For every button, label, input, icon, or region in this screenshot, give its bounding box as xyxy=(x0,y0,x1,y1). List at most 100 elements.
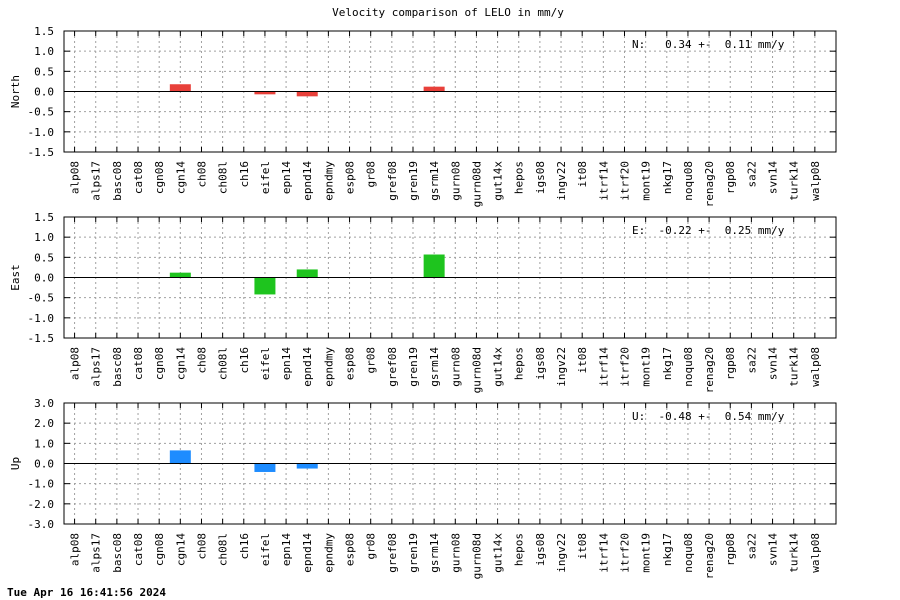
bar-epnd14 xyxy=(296,269,318,278)
bar-epnd14 xyxy=(296,463,318,469)
category-label: nkg17 xyxy=(661,161,674,194)
category-label: renag20 xyxy=(703,161,716,207)
category-label: esp08 xyxy=(344,161,357,194)
y-tick-label: -3.0 xyxy=(28,518,55,531)
plot-frame xyxy=(63,30,837,153)
category-label: ch08 xyxy=(195,347,208,374)
category-label: itrf14 xyxy=(597,161,610,201)
category-label: epn14 xyxy=(280,347,293,380)
bar-eifel xyxy=(254,463,276,472)
y-axis-label: East xyxy=(9,264,22,291)
category-label: svn14 xyxy=(767,161,780,194)
category-label: mont19 xyxy=(640,533,653,573)
category-label: ingv22 xyxy=(555,347,568,387)
category-label: epn14 xyxy=(280,161,293,194)
bar-gsrm14 xyxy=(423,86,445,92)
y-tick-label: 0.0 xyxy=(34,458,54,471)
bar-eifel xyxy=(254,91,276,95)
category-label: rgp08 xyxy=(724,161,737,194)
y-tick-label: -1.5 xyxy=(28,332,55,345)
category-label: itrf20 xyxy=(618,347,631,387)
category-label: renag20 xyxy=(703,533,716,579)
category-label: ch08l xyxy=(217,533,230,566)
y-tick-label: 0.0 xyxy=(34,272,54,285)
timestamp: Tue Apr 16 16:41:56 2024 xyxy=(7,586,166,599)
bar-epnd14 xyxy=(296,91,318,97)
category-label: noqu08 xyxy=(682,533,695,573)
category-label: eifel xyxy=(259,533,272,566)
category-label: gren19 xyxy=(407,161,420,201)
category-label: gurn08d xyxy=(470,533,483,579)
category-label: epndmy xyxy=(322,533,335,573)
category-label: gut14x xyxy=(492,347,505,387)
category-label: epndmy xyxy=(322,347,335,387)
category-label: svn14 xyxy=(767,347,780,380)
category-label: gren19 xyxy=(407,533,420,573)
category-label: cgn08 xyxy=(153,161,166,194)
category-label: hepos xyxy=(513,161,526,194)
stat-annotation: U: -0.48 +- 0.54 mm/y xyxy=(632,410,785,423)
plot-frame xyxy=(63,402,837,525)
category-label: renag20 xyxy=(703,347,716,393)
y-tick-label: 1.0 xyxy=(34,45,54,58)
y-axis-label: Up xyxy=(9,457,22,470)
category-label: it08 xyxy=(576,161,589,188)
category-label: nkg17 xyxy=(661,347,674,380)
category-label: igs08 xyxy=(534,161,547,194)
category-label: gsrm14 xyxy=(428,347,441,387)
y-tick-label: -1.0 xyxy=(28,478,55,491)
stat-annotation: E: -0.22 +- 0.25 mm/y xyxy=(632,224,785,237)
category-label: noqu08 xyxy=(682,347,695,387)
bar-eifel xyxy=(254,277,276,295)
category-label: gr08 xyxy=(365,161,378,188)
category-label: ch16 xyxy=(238,533,251,560)
category-label: alps17 xyxy=(90,347,103,387)
category-label: walp08 xyxy=(809,347,822,387)
category-label: ch08l xyxy=(217,161,230,194)
category-label: walp08 xyxy=(809,533,822,573)
category-label: gr08 xyxy=(365,533,378,560)
category-label: gren19 xyxy=(407,347,420,387)
category-label: gurn08d xyxy=(470,161,483,207)
y-tick-label: 0.5 xyxy=(34,65,54,78)
category-label: mont19 xyxy=(640,347,653,387)
category-label: gurn08 xyxy=(449,347,462,387)
plot-frame xyxy=(63,216,837,339)
category-label: nkg17 xyxy=(661,533,674,566)
category-label: sa22 xyxy=(745,161,758,188)
category-label: epndmy xyxy=(322,161,335,201)
y-tick-label: 3.0 xyxy=(34,397,54,410)
category-label: epnd14 xyxy=(301,347,314,387)
category-label: epnd14 xyxy=(301,161,314,201)
category-label: epnd14 xyxy=(301,533,314,573)
category-label: cat08 xyxy=(132,347,145,380)
category-label: ch08 xyxy=(195,161,208,188)
panel-up: 3.0 2.0 1.0 0.0 -1.0 -2.0 -3.0 alp08 alps17 basc0… xyxy=(9,397,837,579)
y-tick-label: 1.0 xyxy=(34,437,54,450)
y-tick-label: -2.0 xyxy=(28,498,55,511)
bar-cgn14 xyxy=(169,450,191,464)
category-label: itrf20 xyxy=(618,533,631,573)
category-label: eifel xyxy=(259,161,272,194)
category-label: walp08 xyxy=(809,161,822,201)
category-label: gut14x xyxy=(492,161,505,201)
category-label: eifel xyxy=(259,347,272,380)
category-label: cgn14 xyxy=(174,161,187,194)
category-label: gsrm14 xyxy=(428,161,441,201)
category-label: turk14 xyxy=(788,533,801,573)
category-label: gurn08d xyxy=(470,347,483,393)
category-label: cgn08 xyxy=(153,533,166,566)
y-tick-label: -1.0 xyxy=(28,312,55,325)
category-label: basc08 xyxy=(111,347,124,387)
category-label: mont19 xyxy=(640,161,653,201)
y-tick-label: 0.5 xyxy=(34,251,54,264)
panel-east: 1.5 1.0 0.5 0.0 -0.5 -1.0 -1.5 alp08 alps17 basc0… xyxy=(9,211,837,393)
category-label: esp08 xyxy=(344,347,357,380)
y-tick-label: -1.5 xyxy=(28,146,55,159)
category-label: ch08l xyxy=(217,347,230,380)
category-label: itrf20 xyxy=(618,161,631,201)
category-label: gref08 xyxy=(386,347,399,387)
category-label: alps17 xyxy=(90,533,103,573)
y-tick-label: 1.5 xyxy=(34,211,54,224)
